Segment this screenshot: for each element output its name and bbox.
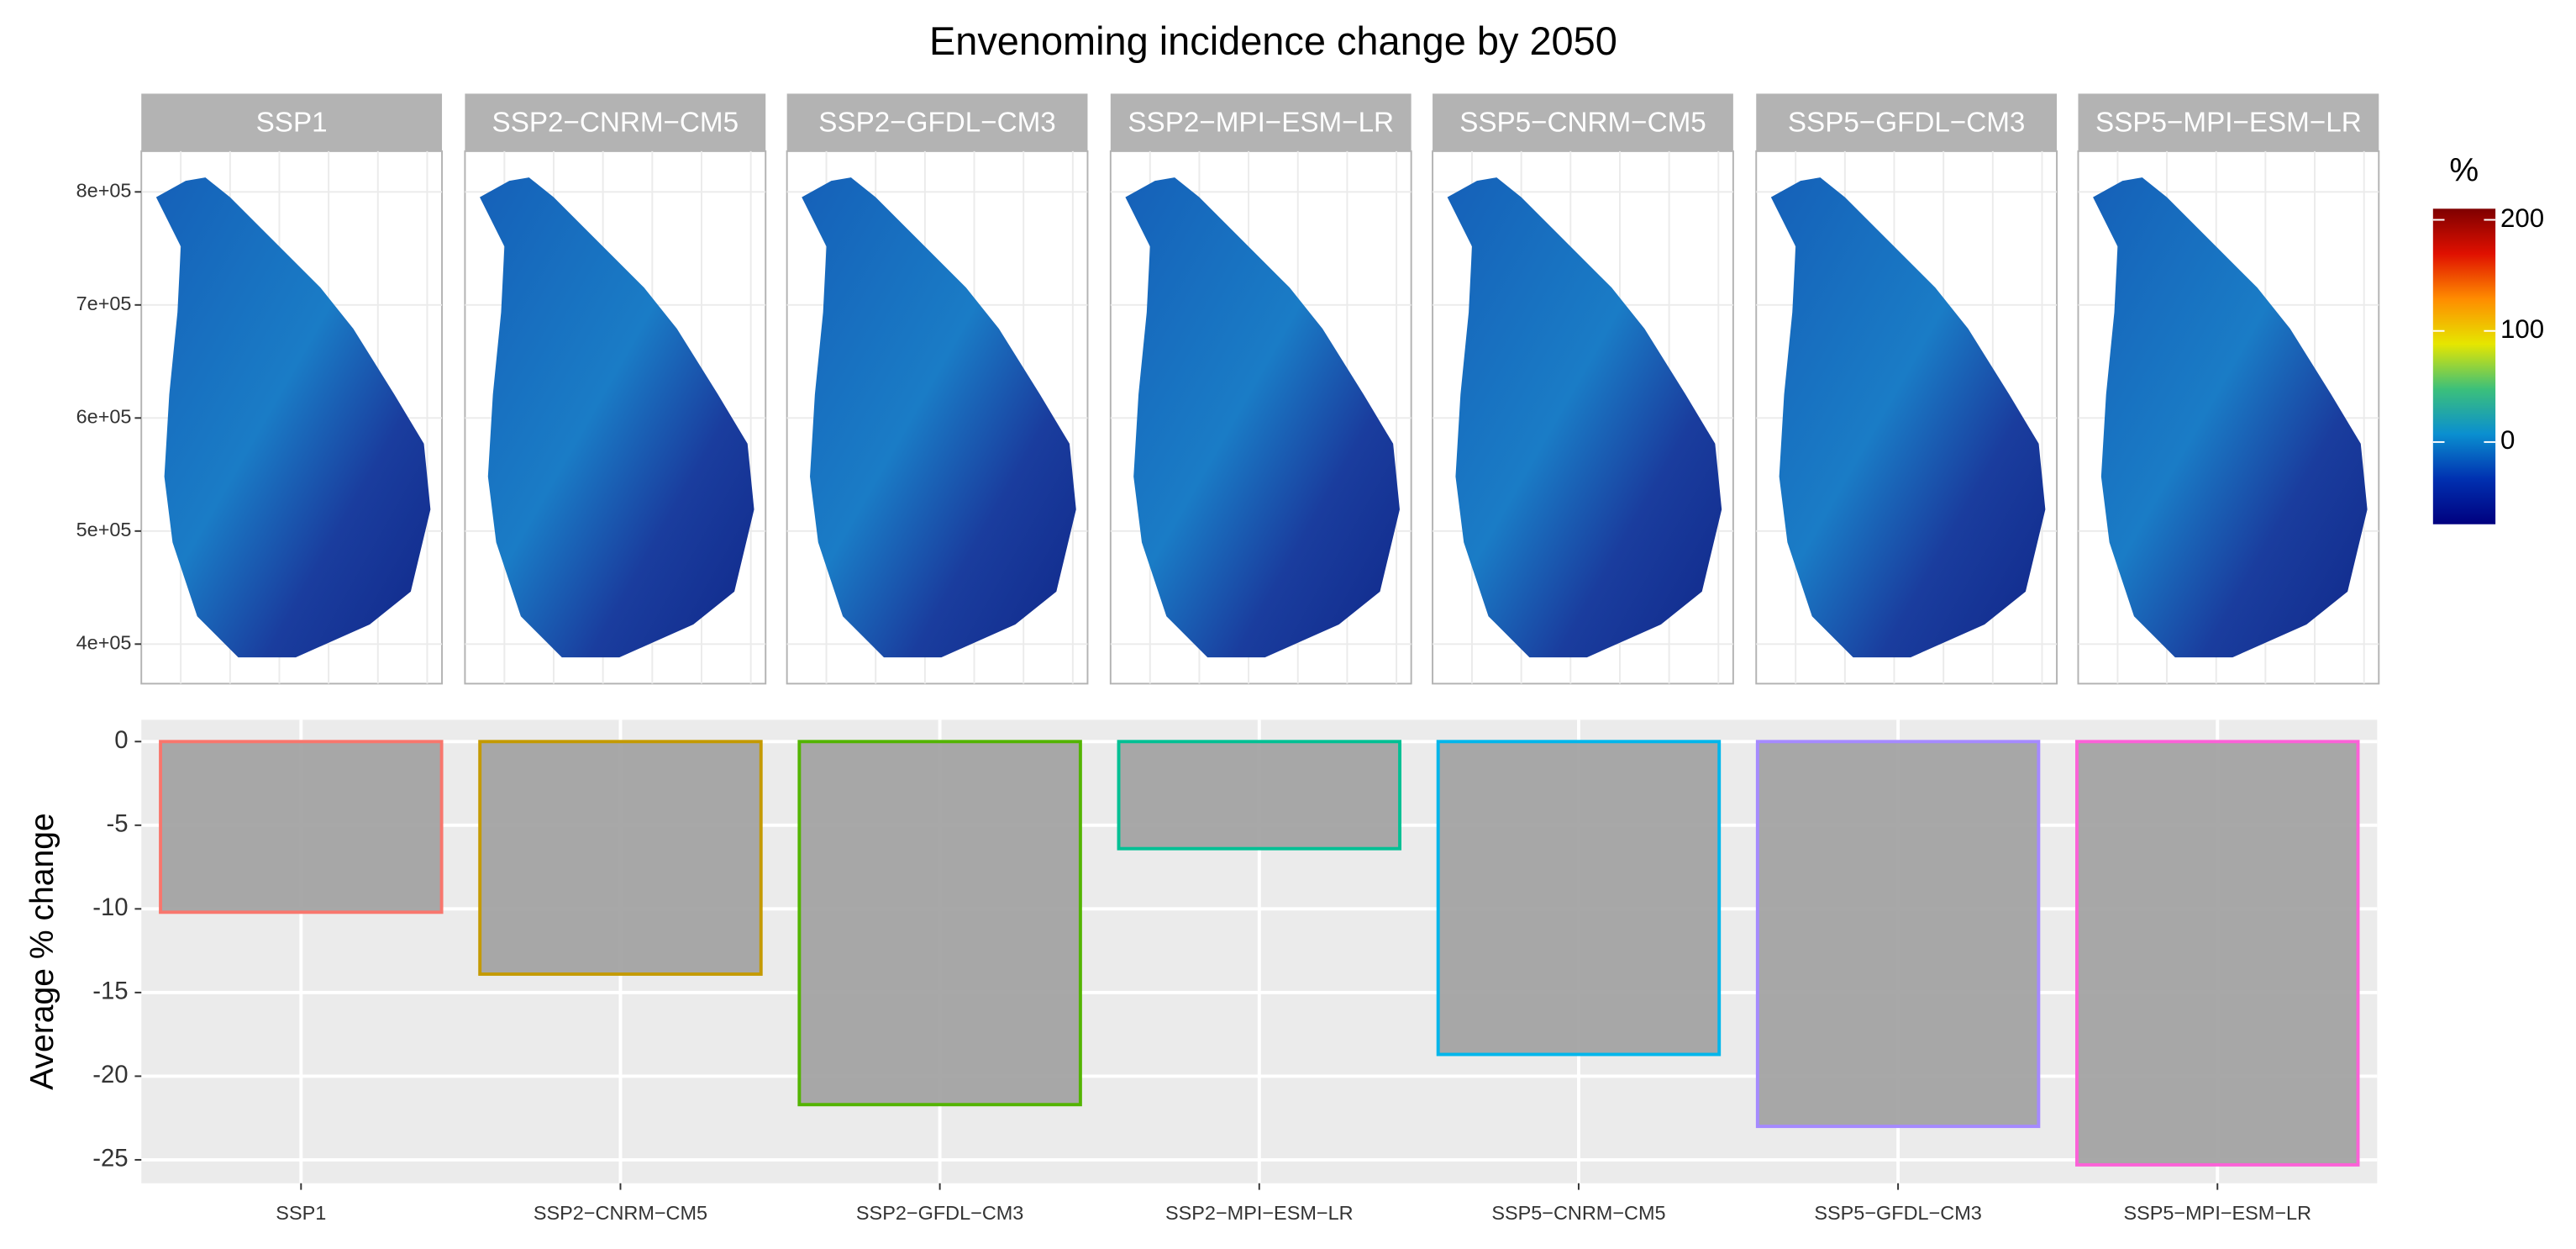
colorbar-tick-label: 200: [2500, 203, 2544, 233]
x-tick-label: SSP5−GFDL−CM3: [1814, 1202, 1981, 1224]
y-tick-label: -25: [92, 1145, 128, 1173]
map-region: [1447, 177, 1722, 658]
map-region: [155, 177, 431, 658]
x-tick-label: SSP2−GFDL−CM3: [856, 1202, 1023, 1224]
y-tick-label: -15: [92, 978, 128, 1005]
strip: [786, 93, 1088, 151]
map-region: [802, 177, 1076, 658]
strip: [465, 93, 766, 151]
strip: [1433, 93, 1733, 151]
x-tick-label: SSP2−MPI−ESM−LR: [1165, 1202, 1354, 1224]
bar: [159, 740, 444, 914]
strip: [1756, 93, 2058, 151]
strip-label: SSP2−GFDL−CM3: [818, 107, 1055, 138]
strip-label: SSP2−MPI−ESM−LR: [1128, 107, 1394, 138]
strip: [1110, 93, 1412, 151]
y-tick-label: 8e+05: [76, 180, 132, 202]
strip-label: SSP1: [256, 107, 328, 138]
y-tick-label: -20: [92, 1061, 128, 1088]
x-tick-label: SSP1: [276, 1202, 326, 1224]
chart-title: Envenoming incidence change by 2050: [929, 19, 1617, 63]
x-tick-label: SSP5−MPI−ESM−LR: [2123, 1202, 2311, 1224]
y-tick-label: 4e+05: [76, 632, 132, 654]
bar: [478, 740, 763, 976]
y-axis-title: Average % change: [24, 813, 60, 1090]
strip-label: SSP5−CNRM−CM5: [1459, 107, 1706, 138]
bar: [797, 740, 1082, 1107]
bar: [1436, 740, 1722, 1057]
y-tick-label: -10: [92, 893, 128, 921]
map-region: [2093, 177, 2368, 658]
y-tick-label: 0: [114, 726, 128, 754]
strip-label: SSP5−MPI−ESM−LR: [2095, 107, 2362, 138]
y-tick-label: 6e+05: [76, 406, 132, 428]
bar: [1117, 740, 1402, 851]
colorbar-tick-label: 100: [2500, 314, 2544, 344]
strip: [2078, 93, 2379, 151]
colorbar: [2432, 208, 2496, 524]
map-region: [1770, 177, 2046, 658]
colorbar-tick-label: 0: [2500, 425, 2515, 455]
y-tick-label: -5: [107, 810, 129, 838]
strip: [141, 93, 443, 151]
x-tick-label: SSP5−CNRM−CM5: [1491, 1202, 1665, 1224]
x-tick-label: SSP2−CNRM−CM5: [534, 1202, 707, 1224]
y-tick-label: 5e+05: [76, 519, 132, 540]
strip-label: SSP5−GFDL−CM3: [1788, 107, 2025, 138]
y-tick-label: 7e+05: [76, 292, 132, 314]
map-region: [480, 177, 754, 658]
strip-label: SSP2−CNRM−CM5: [492, 107, 739, 138]
map-region: [1125, 177, 1400, 658]
bar: [2075, 740, 2360, 1167]
bar: [1755, 740, 2041, 1129]
legend-title: %: [2449, 153, 2479, 189]
